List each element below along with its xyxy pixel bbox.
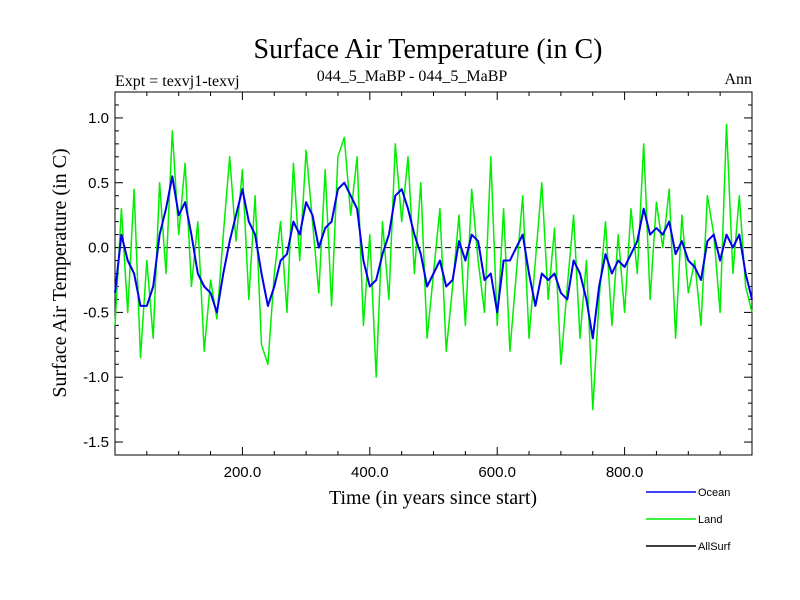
legend-label-allsurf: AllSurf xyxy=(698,541,731,553)
chart-subtitle-right: Ann xyxy=(724,71,752,88)
chart-subtitle-left: Expt = texvj1-texvj xyxy=(115,73,240,90)
series-lines xyxy=(114,123,753,411)
y-axis-label: Surface Air Temperature (in C) xyxy=(49,148,71,397)
y-tick-label: -1.0 xyxy=(83,369,109,386)
x-axis-ticks: 200.0 400.0 600.0 800.0 xyxy=(146,92,721,481)
y-tick-label: 0.0 xyxy=(88,240,109,257)
series-line-land xyxy=(114,123,753,411)
chart-title: Surface Air Temperature (in C) xyxy=(254,34,603,65)
y-tick-label: 1.0 xyxy=(88,110,109,127)
x-tick-label: 600.0 xyxy=(478,464,516,481)
y-tick-label: -0.5 xyxy=(83,304,109,321)
y-tick-label: -1.5 xyxy=(83,434,109,451)
x-tick-label: 400.0 xyxy=(351,464,389,481)
x-tick-label: 800.0 xyxy=(606,464,644,481)
x-tick-label: 200.0 xyxy=(224,464,262,481)
legend-label-ocean: Ocean xyxy=(698,487,730,499)
series-line-ocean xyxy=(114,175,753,340)
y-tick-label: 0.5 xyxy=(88,175,109,192)
legend: Ocean Land AllSurf xyxy=(646,487,731,553)
chart-subtitle-center: 044_5_MaBP - 044_5_MaBP xyxy=(317,68,508,85)
x-axis-label: Time (in years since start) xyxy=(329,487,537,509)
y-axis-ticks: 1.0 0.5 0.0 -0.5 -1.0 -1.5 xyxy=(83,104,752,451)
legend-label-land: Land xyxy=(698,514,722,526)
